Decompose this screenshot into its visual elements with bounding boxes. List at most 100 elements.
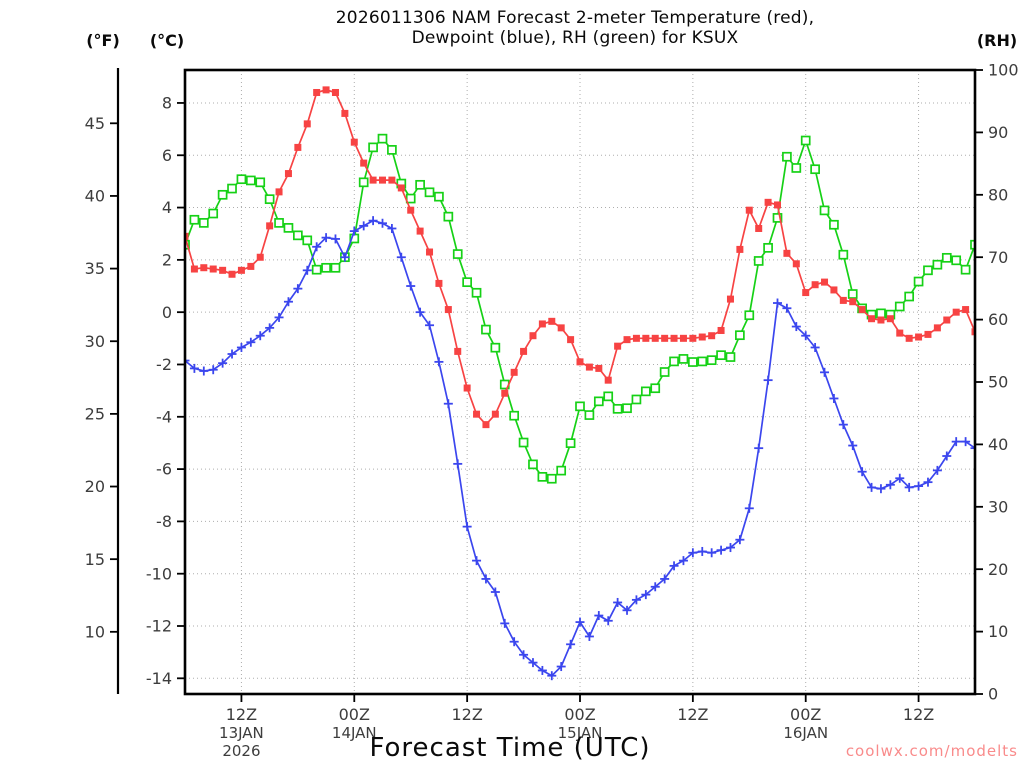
data-series (185, 86, 975, 681)
rh-tick-label: 20 (988, 560, 1008, 579)
series-line (185, 137, 975, 480)
rh-tick-label: 30 (988, 497, 1008, 516)
temperature-marker (538, 320, 546, 328)
temperature-marker (341, 109, 349, 117)
temperature-marker (350, 138, 358, 146)
rh-marker (913, 276, 924, 287)
rh-marker (800, 135, 811, 146)
temperature-marker (322, 86, 330, 94)
temperature-marker (905, 334, 913, 342)
rh-marker (941, 252, 952, 263)
x-tick-date-label: 16JAN (783, 724, 828, 742)
x-tick-date-label: 15JAN (558, 724, 603, 742)
x-axis-label: Forecast Time (UTC) (369, 733, 651, 763)
temperature-marker (313, 88, 321, 96)
temperature-marker (548, 317, 556, 325)
temperature-marker (868, 315, 876, 323)
rh-marker (772, 213, 783, 223)
rh-marker (763, 242, 773, 253)
temperature-marker (689, 334, 697, 342)
temperature-marker (294, 143, 302, 151)
rh-marker (481, 324, 491, 335)
celsius-tick-label: -4 (156, 407, 172, 426)
rh-marker (650, 383, 661, 394)
rh-marker (678, 354, 689, 364)
2-meter-dewpoint-series (185, 216, 975, 681)
x-tick-hour-label: 12Z (226, 705, 257, 724)
rh-marker (518, 437, 529, 448)
rh-marker (283, 223, 294, 233)
temperature-marker (369, 176, 377, 184)
fahrenheit-tick-label: 15 (85, 550, 105, 569)
rh-marker (960, 264, 971, 275)
temperature-marker (708, 332, 716, 340)
temperature-marker (774, 201, 781, 209)
temperature-marker (247, 262, 255, 270)
temperature-marker (463, 384, 471, 392)
rh-marker (575, 401, 585, 412)
temperature-marker (896, 329, 904, 337)
rh-marker (537, 471, 548, 482)
temperature-marker (802, 289, 810, 297)
celsius-tick-label: -8 (156, 512, 172, 531)
temperature-marker (698, 333, 706, 341)
rh-marker (725, 352, 736, 362)
x-tick-hour-label: 00Z (339, 705, 370, 724)
celsius-tick-label: -12 (146, 617, 172, 636)
celsius-axis-header: (°C) (149, 31, 185, 50)
fahrenheit-tick-label: 40 (85, 187, 105, 206)
fahrenheit-tick-label: 30 (85, 332, 105, 351)
rh-marker (829, 219, 839, 230)
temperature-marker (454, 347, 462, 355)
temperature-marker (473, 410, 481, 418)
fahrenheit-axis: 45 40 35 30 25 20 15 10 (85, 68, 120, 694)
rh-marker (546, 473, 557, 484)
temperature-marker (567, 336, 575, 344)
rh-marker (923, 265, 933, 276)
temperature-marker (397, 184, 405, 192)
temperature-marker (426, 248, 434, 256)
rh-axis-header: (RH) (976, 31, 1018, 50)
rh-marker (424, 187, 435, 198)
temperature-marker (331, 88, 339, 96)
rh-marker (565, 438, 576, 449)
rh-tick-label: 80 (988, 185, 1008, 204)
temperature-marker (783, 249, 791, 257)
rh-marker (706, 355, 717, 366)
rh-marker (894, 301, 905, 312)
rh-marker (753, 256, 764, 266)
fahrenheit-tick-label: 25 (85, 404, 105, 423)
rh-marker (631, 394, 642, 405)
temperature-marker (501, 389, 509, 397)
rh-marker (951, 255, 962, 266)
temperature-marker (924, 330, 932, 338)
rh-marker (471, 287, 482, 298)
temperature-marker (821, 278, 829, 286)
watermark: coolwx.com/modelts (845, 742, 1018, 760)
2-meter-temperature-series (185, 86, 975, 429)
temperature-marker (651, 334, 659, 342)
temperature-marker (642, 334, 650, 342)
temperature-marker (915, 333, 923, 341)
rh-marker (509, 410, 520, 421)
temperature-marker (360, 159, 368, 167)
rh-tick-label: 50 (988, 373, 1008, 392)
temperature-marker (200, 264, 208, 272)
rh-marker (264, 194, 275, 205)
rh-marker (387, 145, 397, 155)
celsius-axis: 8 6 4 2 0 -2 -4 -6 -8 -10 -12 -14 (146, 94, 185, 688)
rh-marker (452, 249, 463, 259)
fahrenheit-axis-header: (°F) (86, 31, 120, 50)
rh-marker (236, 174, 247, 185)
rh-marker (688, 357, 698, 367)
x-tick-year-label: 2026 (222, 742, 260, 760)
temperature-marker (679, 334, 687, 342)
temperature-marker (379, 176, 386, 184)
temperature-marker (407, 206, 415, 214)
fahrenheit-tick-label: 45 (85, 114, 105, 133)
temperature-marker (209, 265, 217, 273)
temperature-marker (933, 324, 941, 332)
temperature-marker (266, 222, 274, 230)
